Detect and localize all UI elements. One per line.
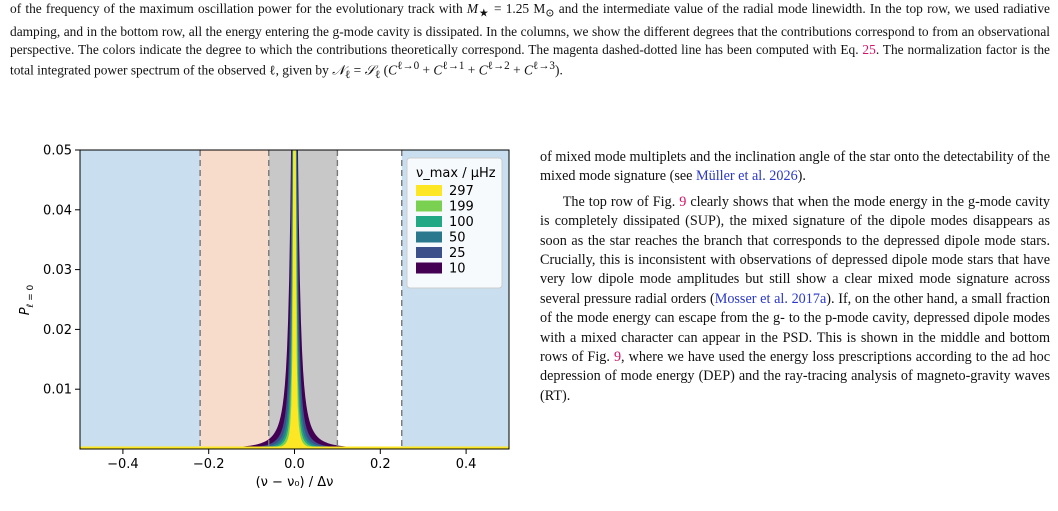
figure-link-2[interactable]: 9 (613, 349, 622, 366)
y-tick-label: 0.01 (43, 383, 72, 398)
legend-label-10: 10 (449, 262, 466, 277)
paragraph-1: of mixed mode multiplets and the inclina… (540, 148, 1050, 187)
legend-label-199: 199 (449, 200, 474, 215)
body-text: of mixed mode multiplets and the inclina… (540, 148, 1050, 406)
legend-swatch-297 (416, 185, 442, 196)
p2-text-c: ). If, on the other hand, a small fracti… (540, 290, 1050, 366)
caption-text-tail: and the intermediate value of the radial… (554, 1, 808, 16)
x-tick-label: 0.0 (284, 457, 305, 472)
p2-text-b: clearly shows that when the mode energy … (540, 193, 1050, 307)
legend-swatch-100 (416, 216, 442, 227)
y-axis-ticks: 0.01 0.02 0.03 0.04 0.05 (43, 144, 80, 398)
legend-swatch-10 (416, 262, 442, 274)
y-tick-label: 0.05 (43, 144, 72, 159)
equation-link[interactable]: 25 (862, 41, 876, 57)
peak-series-297 (80, 150, 509, 449)
y-tick-label: 0.03 (43, 263, 72, 278)
x-tick-label: 0.2 (370, 457, 391, 472)
caption-mass-symbol: M (466, 1, 479, 16)
y-tick-label: 0.02 (43, 323, 72, 338)
legend-label-297: 297 (449, 184, 474, 199)
p2-text-a: The top row of Fig. (562, 193, 680, 210)
paragraph-2: The top row of Fig. 9 clearly shows that… (540, 193, 1050, 406)
degree-regions (80, 150, 509, 449)
citation-link-muller[interactable]: Müller et al. 2026 (696, 168, 798, 185)
y-tick-label: 0.04 (43, 203, 72, 218)
caption-text: of the frequency of the maximum oscillat… (10, 1, 467, 16)
legend-label-25: 25 (449, 246, 466, 261)
p2-text-d: , where we have used the energy loss pre… (540, 349, 1050, 404)
caption-mass-value: = 1.25 M (489, 1, 546, 16)
legend-title: ν_max / μHz (416, 166, 496, 181)
figure-link-1[interactable]: 9 (679, 193, 687, 210)
baseline-strip (80, 446, 509, 449)
p1-end: ). (797, 168, 806, 185)
x-tick-label: 0.4 (456, 457, 477, 472)
figure-caption: of the frequency of the maximum oscillat… (10, 1, 1050, 82)
x-axis-ticks: −0.4 −0.2 0.0 0.2 0.4 (107, 449, 476, 472)
figure-plot: −0.4 −0.2 0.0 0.2 0.4 0.01 0.02 0.03 0.04 0.05 (… (0, 130, 525, 506)
legend-label-50: 50 (449, 231, 466, 246)
y-axis-label: Pℓ = 0 (18, 284, 36, 315)
caption-text-rest: linewidth. In the top row, we used radia… (10, 1, 1050, 57)
legend-swatch-50 (416, 231, 442, 243)
region-band-1 (200, 150, 269, 449)
chart-svg: −0.4 −0.2 0.0 0.2 0.4 0.01 0.02 0.03 0.04 0.05 (… (18, 144, 510, 490)
legend-swatch-199 (416, 200, 442, 212)
x-tick-label: −0.2 (193, 457, 225, 472)
legend-swatch-25 (416, 247, 442, 258)
citation-link-mosser[interactable]: Mosser et al. 2017a (714, 290, 827, 307)
peak-areas (80, 150, 509, 449)
region-band-3 (337, 150, 402, 449)
p1-text: of mixed mode multiplets and the inclina… (540, 149, 1050, 185)
x-axis-label: (ν − ν₀) / Δν (256, 475, 334, 490)
region-band-0 (80, 150, 201, 449)
caption-text-rest2: . The normalization factor is the total … (10, 41, 1050, 78)
x-tick-label: −0.4 (107, 457, 139, 472)
legend-label-100: 100 (449, 215, 474, 230)
